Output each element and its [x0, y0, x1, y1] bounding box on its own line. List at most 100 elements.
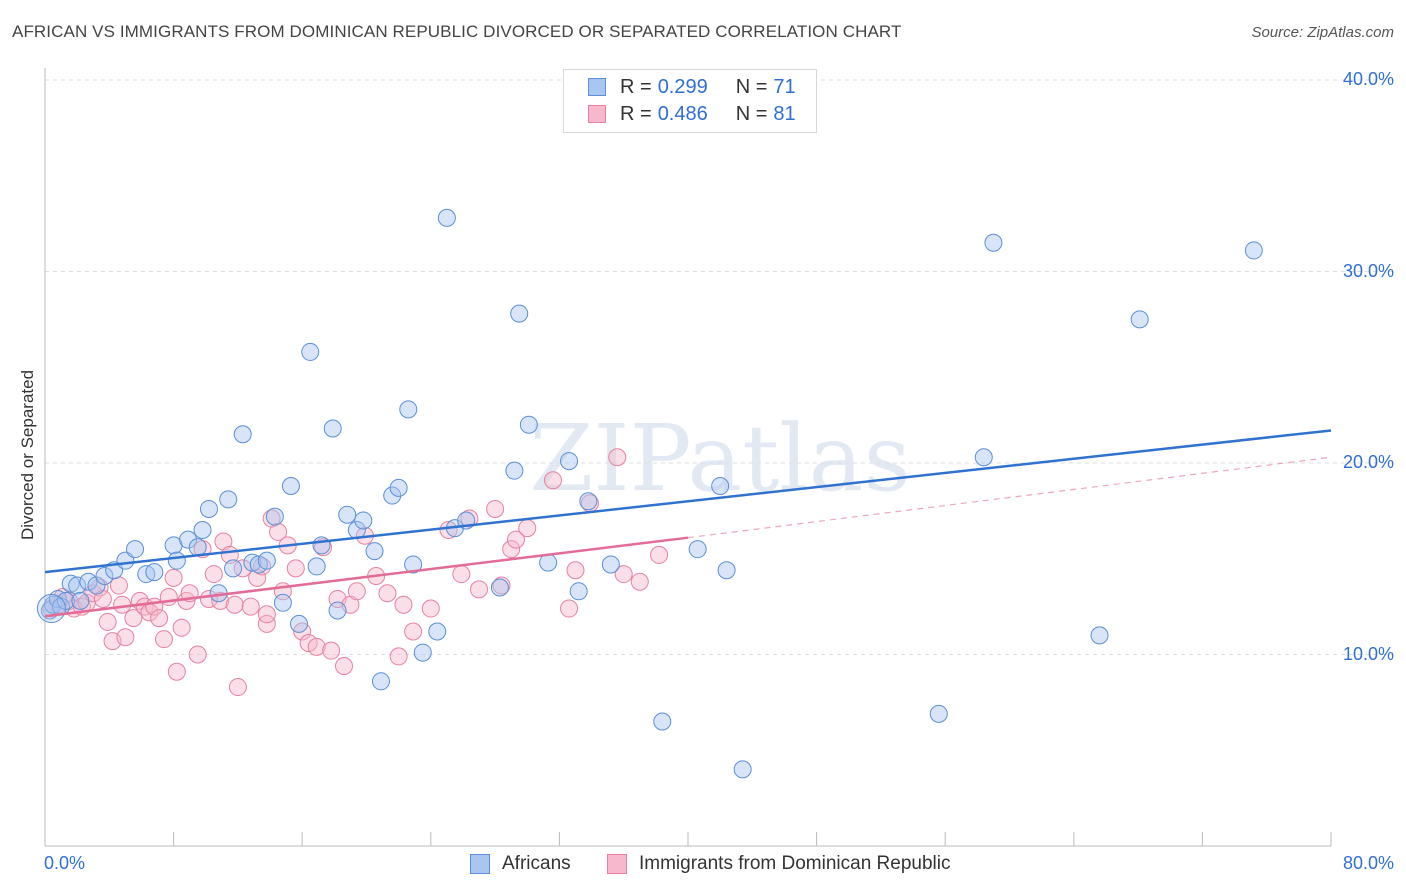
africans-point: [199, 499, 218, 518]
africans-point: [179, 530, 198, 549]
trend-layer: [44, 429, 1332, 618]
dominican-point: [98, 612, 117, 631]
dominican-point: [404, 622, 423, 641]
dominican-point: [307, 637, 326, 656]
africans-point: [323, 419, 342, 438]
africans-point: [984, 233, 1003, 252]
africans-point: [188, 538, 207, 557]
x-tick-label-min: 0.0%: [44, 853, 86, 873]
dominican-point: [150, 609, 169, 628]
dominican-point: [566, 561, 585, 580]
africans-point: [428, 622, 447, 641]
legend-top: R = 0.299 N = 71 R = 0.486 N = 81: [563, 69, 817, 133]
dominican-point: [188, 645, 207, 664]
africans-point: [243, 553, 262, 572]
africans-point: [126, 540, 145, 559]
dominican-point: [241, 597, 260, 616]
dominican-swatch: [607, 854, 627, 874]
dominican-point: [394, 595, 413, 614]
legend-label-dominican: Immigrants from Dominican Republic: [639, 853, 951, 874]
dominican-point: [164, 568, 183, 587]
africans-point: [510, 304, 529, 323]
africans-point: [404, 555, 423, 574]
y-tick-label: 30.0%: [1342, 260, 1394, 281]
africans-point: [71, 591, 90, 610]
dominican-point: [225, 595, 244, 614]
dominican-point: [269, 522, 288, 541]
africans-point: [560, 452, 579, 471]
legend-row-africans: R = 0.299 N = 71: [588, 75, 796, 99]
africans-point: [354, 511, 373, 530]
africans-point: [167, 551, 186, 570]
dominican-point: [124, 609, 143, 628]
africans-point: [257, 551, 276, 570]
africans-point: [579, 492, 598, 511]
axis-layer: [44, 68, 1332, 847]
africans-point: [265, 507, 284, 526]
dominican-point: [439, 521, 458, 540]
africans-point: [733, 760, 752, 779]
africans-point: [281, 476, 300, 495]
legend-n-value: 81: [773, 102, 796, 125]
legend-n-label: N =: [735, 75, 768, 98]
dominican-point: [470, 580, 489, 599]
dominican-point: [109, 576, 128, 595]
dominican-point: [172, 618, 191, 637]
africans-point: [95, 566, 114, 585]
africans-point: [569, 582, 588, 601]
africans-point: [68, 576, 87, 595]
dominican-swatch: [588, 105, 606, 123]
africans-point: [371, 672, 390, 691]
africans-point: [505, 461, 524, 480]
legend-item-africans: Africans: [470, 852, 571, 876]
africans-point: [601, 555, 620, 574]
africans-point: [273, 593, 292, 612]
legend-n-value: 71: [773, 75, 796, 98]
dominican-point: [90, 578, 109, 597]
dominican-point: [608, 448, 627, 467]
dominican-point: [378, 584, 397, 603]
africans-point: [312, 536, 331, 555]
dominican-point: [543, 471, 562, 490]
dominican-point: [257, 605, 276, 624]
africans-point: [688, 540, 707, 559]
africans-point: [413, 643, 432, 662]
dominican-point: [228, 678, 247, 697]
series-africans-points: [36, 208, 1263, 779]
africans-point: [219, 490, 238, 509]
africans-cluster-point: [36, 594, 66, 624]
dominican-point: [506, 530, 525, 549]
chart-title: AFRICAN VS IMMIGRANTS FROM DOMINICAN REP…: [12, 22, 902, 41]
dominican-point: [460, 509, 479, 528]
legend-row-dominican: R = 0.486 N = 81: [588, 102, 796, 126]
x-tick-label-max: 80.0%: [1342, 853, 1394, 873]
dominican-point: [486, 499, 505, 518]
africans-point: [711, 476, 730, 495]
dominican-point: [614, 565, 633, 584]
africans-point: [717, 561, 736, 580]
africans-point: [519, 415, 538, 434]
dominican-point: [347, 582, 366, 601]
africans-point: [328, 601, 347, 620]
legend-label-africans: Africans: [502, 853, 571, 874]
dominican-point: [211, 591, 230, 610]
dominican-trend-extension: [687, 456, 1332, 539]
y-axis-label: Divorced or Separated: [18, 369, 37, 541]
dominican-point: [630, 572, 649, 591]
y-tick-label: 10.0%: [1342, 643, 1394, 664]
africans-trend-line: [44, 429, 1332, 574]
legend-r-value: 0.486: [657, 102, 708, 125]
africans-point: [61, 574, 80, 593]
dominican-point: [286, 559, 305, 578]
africans-point: [224, 559, 243, 578]
africans-point: [145, 563, 164, 582]
dominican-point: [154, 630, 173, 649]
dominican-point: [204, 565, 223, 584]
africans-point: [1090, 626, 1109, 645]
legend-r-label: R =: [620, 75, 652, 98]
africans-point: [307, 557, 326, 576]
africans-point: [929, 704, 948, 723]
legend-r-label: R =: [620, 102, 652, 125]
africans-point: [233, 425, 252, 444]
africans-swatch: [588, 78, 606, 96]
